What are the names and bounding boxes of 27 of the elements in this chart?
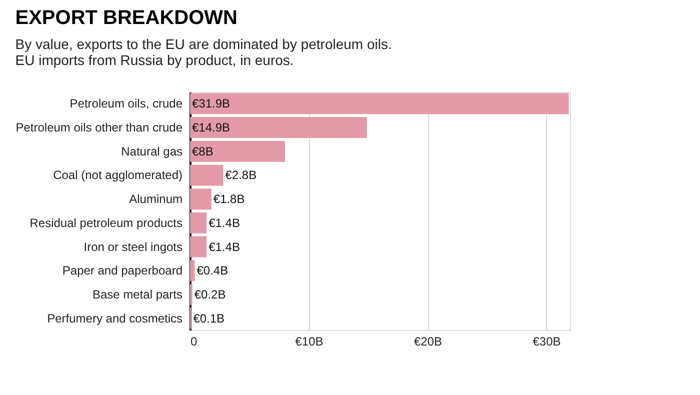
text: EU imports from Russia by product, in euros. (15, 52, 294, 68)
y-tick-label: Aluminum (129, 192, 182, 206)
y-tick-label: Paper and paperboard (62, 264, 182, 278)
x-tick-label: €10B (295, 334, 324, 348)
y-tick-label: Petroleum oils, crude (70, 96, 183, 111)
y-tick-label: Perfumery and cosmetics (47, 311, 182, 326)
y-tick-label: Iron or steel ingots (84, 240, 182, 254)
chart-subtitle: By value, exports to the EU are dominated by petroleum oils. (15, 36, 392, 52)
data-label: €0.1B (193, 311, 225, 326)
chart-title: EXPORT BREAKDOWN (15, 7, 238, 29)
data-label: €1.4B (208, 216, 240, 230)
data-label: €8B (192, 144, 214, 158)
x-tick-label: €30B (532, 334, 561, 348)
data-label: €14.9B (192, 120, 230, 135)
y-tick-label: Base metal parts (92, 287, 182, 302)
data-label: €1.8B (213, 192, 245, 206)
y-tick-label: Natural gas (121, 144, 182, 158)
x-tick-label: 0 (190, 334, 198, 348)
data-label: €1.4B (208, 240, 240, 254)
data-label: €2.8B (225, 168, 257, 182)
y-tick-label: Petroleum oils other than crude (16, 120, 183, 135)
y-tick-label: Coal (not agglomerated) (53, 168, 182, 182)
data-label: €0.2B (194, 287, 226, 302)
x-tick-label: €20B (414, 334, 442, 348)
data-label: €31.9B (192, 96, 230, 111)
data-label: €0.4B (196, 264, 228, 278)
y-tick-label: Residual petroleum products (30, 216, 182, 230)
